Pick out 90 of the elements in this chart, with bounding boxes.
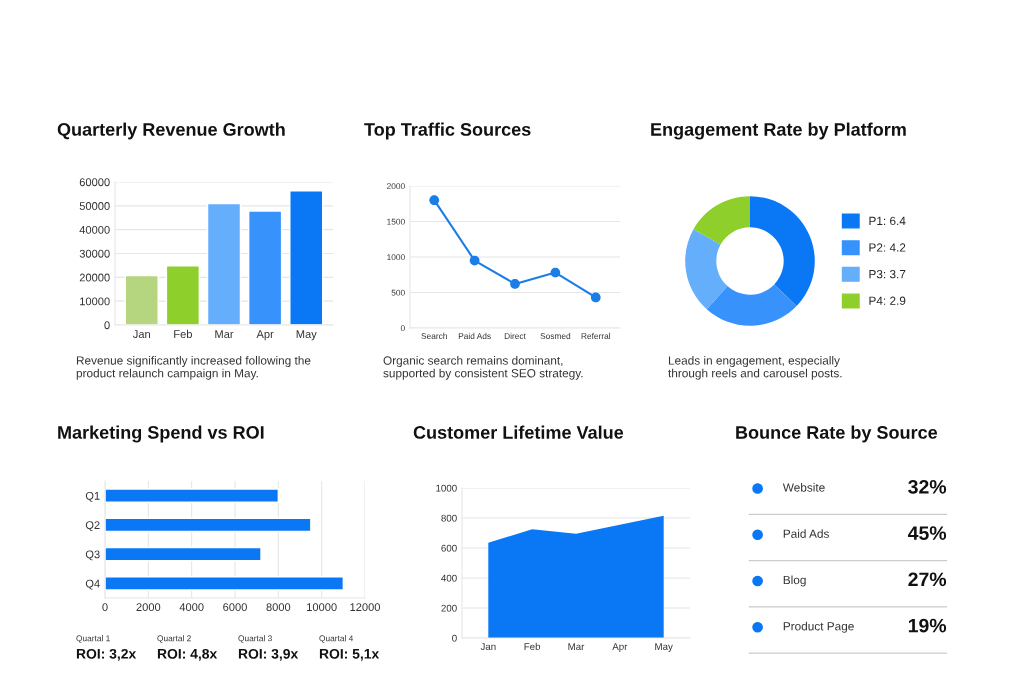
x-tick-label: Feb — [524, 642, 541, 650]
y-tick-label: 1500 — [387, 218, 405, 225]
x-tick-label: Paid Ads — [458, 332, 491, 339]
y-tick-label: 2000 — [387, 183, 405, 190]
text: Quartal 4 — [319, 635, 354, 643]
y-tick-label: 400 — [441, 574, 457, 582]
x-tick-label: Direct — [504, 332, 526, 339]
x-tick-label: 6000 — [223, 603, 247, 612]
point — [590, 292, 601, 303]
point — [469, 255, 480, 266]
y-tick-label: 30000 — [79, 249, 110, 258]
x-tick-label: 2000 — [136, 603, 161, 612]
category-label: Product Page — [783, 621, 854, 633]
point — [429, 195, 440, 206]
x-tick-label: Mar — [568, 643, 585, 650]
y-tick-label: 20000 — [79, 273, 110, 282]
x-tick-label: Sosmed — [540, 332, 571, 339]
text: Bounce Rate by Source — [736, 425, 938, 443]
x-tick-label: 4000 — [179, 603, 204, 612]
y-tick-label: Q2 — [85, 521, 100, 531]
x-tick-label: Apr — [256, 330, 274, 341]
legend-label: P3: 3.7 — [869, 269, 906, 279]
x-tick-label: Search — [421, 332, 447, 339]
point — [550, 267, 561, 278]
donut-slice — [706, 284, 797, 326]
text: ROI: 5,1x — [319, 648, 380, 661]
chart-title: Engagement Rate by Platform — [651, 122, 906, 140]
data-label: 32% — [908, 479, 947, 494]
x-tick-label: Referral — [581, 332, 611, 339]
text: ROI: 3,9x — [238, 648, 299, 661]
y-tick-label: Q4 — [85, 579, 100, 590]
text: Quartal 1 — [76, 635, 110, 643]
y-tick-label: 0 — [400, 325, 405, 332]
text: ROI: 3,2x — [76, 648, 137, 661]
y-tick-label: Q3 — [85, 550, 100, 561]
x-tick-label: Jan — [132, 330, 150, 339]
x-tick-label: Feb — [174, 329, 192, 339]
y-tick-label: 600 — [441, 544, 457, 552]
bar — [105, 488, 280, 503]
bar — [124, 274, 159, 325]
donut-slice — [685, 229, 728, 310]
text: ROI: 4,8x — [157, 648, 218, 661]
text: Quartal 2 — [157, 635, 191, 643]
y-tick-label: 200 — [441, 604, 457, 612]
chart-title: Marketing Spend vs ROI — [58, 425, 264, 443]
y-tick-label: 1000 — [436, 484, 457, 492]
bar — [105, 546, 262, 562]
x-tick-label: Mar — [215, 330, 234, 339]
x-tick-label: 12000 — [350, 603, 381, 612]
x-tick-label: Jan — [480, 643, 496, 650]
bar — [247, 210, 283, 325]
x-tick-label: 8000 — [266, 603, 291, 612]
x-tick-label: 10000 — [307, 603, 337, 612]
data-label: 45% — [907, 526, 947, 540]
bar — [165, 265, 201, 325]
x-tick-label: May — [655, 643, 673, 652]
donut-slice — [750, 196, 815, 306]
chart-title: Quarterly Revenue Growth — [57, 122, 285, 140]
text: Revenue significantly increased following the product relaunch campaign in May. — [76, 356, 311, 380]
point — [510, 279, 520, 289]
chart-title: Top Traffic Sources — [364, 122, 531, 140]
x-tick-label: Apr — [612, 643, 628, 652]
y-tick-label: 40000 — [79, 225, 110, 234]
chart-title: Customer Lifetime Value — [413, 425, 624, 439]
y-tick-label: 60000 — [79, 178, 110, 187]
text: Quartal 3 — [238, 635, 272, 643]
category-label: Paid Ads — [783, 529, 829, 538]
bar — [289, 190, 324, 325]
y-tick-label: Q1 — [85, 491, 100, 502]
donut-slice — [693, 196, 750, 245]
y-tick-label: 1000 — [387, 254, 405, 261]
bar — [105, 576, 345, 591]
category-label: Blog — [783, 575, 806, 587]
y-tick-label: 10000 — [80, 297, 110, 306]
x-tick-label: May — [296, 330, 317, 341]
legend-label: P4: 2.9 — [869, 296, 906, 305]
data-label: 19% — [908, 618, 947, 633]
y-tick-label: 0 — [452, 634, 457, 642]
y-tick-label: 50000 — [79, 202, 110, 210]
y-tick-label: 0 — [104, 321, 110, 330]
y-tick-label: 800 — [441, 514, 457, 522]
legend-label: P1: 6.4 — [869, 216, 906, 226]
text: Organic search remains dominant, supported by consistent SEO strategy. — [383, 356, 583, 380]
legend-label: P2: 4.2 — [869, 243, 906, 252]
bar — [206, 202, 242, 325]
category-label: Website — [782, 483, 825, 492]
y-tick-label: 500 — [391, 289, 405, 296]
data-label: 27% — [908, 572, 947, 587]
bar — [105, 517, 312, 533]
text: Leads in engagement, especially through reels and carousel posts. — [668, 356, 842, 380]
